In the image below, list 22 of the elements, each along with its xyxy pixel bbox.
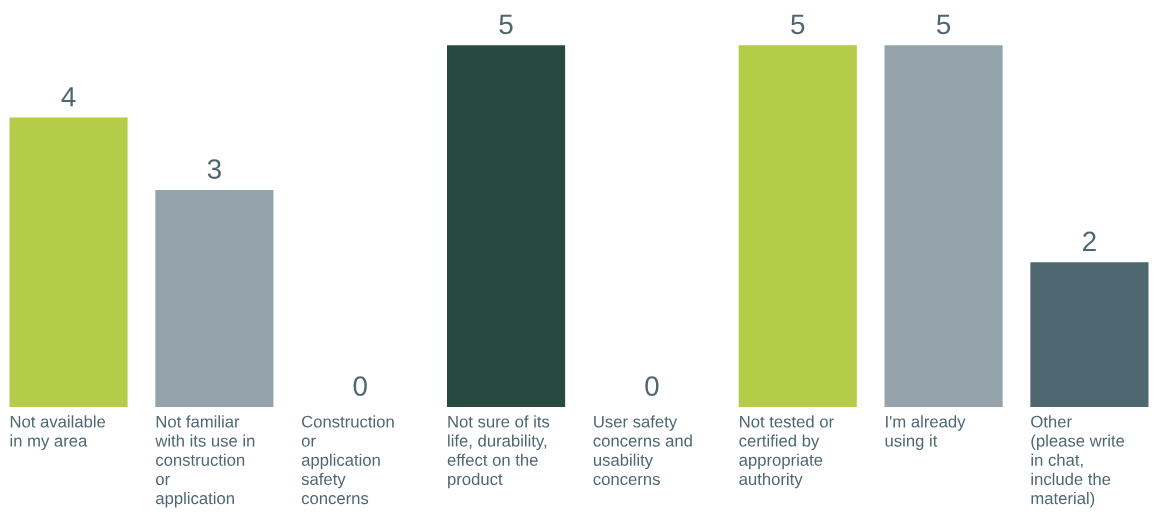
bar: [447, 45, 566, 407]
data-label: 2: [1083, 231, 1096, 251]
data-label: 5: [791, 14, 805, 35]
data-label: 5: [936, 14, 951, 35]
data-label: 3: [207, 159, 221, 179]
bar: [884, 45, 1003, 407]
x-tick-label: Not tested or certified by appropriate authority: [739, 415, 834, 489]
x-tick-label: Not available in my area: [10, 415, 106, 451]
bar: [9, 117, 128, 407]
x-tick-label: User safety concerns and usability concerns: [593, 415, 692, 486]
x-tick-label: Other (please write in chat, include the material): [1031, 415, 1125, 508]
x-tick-label: Construction or application safety concerns: [301, 415, 394, 505]
x-tick-label: I'm already using it: [885, 415, 966, 451]
bar: [1030, 262, 1149, 407]
data-label: 4: [61, 87, 76, 107]
data-label: 0: [645, 376, 659, 396]
x-tick-label: Not familiar with its use in construction or application: [155, 415, 255, 508]
data-label: 5: [499, 14, 513, 35]
bar: [738, 45, 857, 407]
data-label: 0: [353, 376, 367, 396]
x-tick-label: Not sure of its life, durability, effect on the product: [447, 415, 550, 489]
bar: [155, 189, 274, 407]
